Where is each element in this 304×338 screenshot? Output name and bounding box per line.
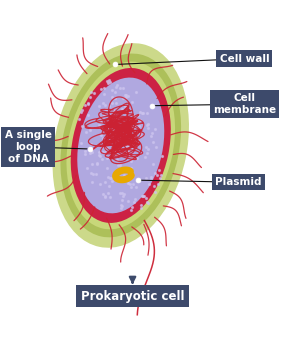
Ellipse shape bbox=[71, 68, 171, 223]
Text: Prokaryotic cell: Prokaryotic cell bbox=[81, 290, 184, 303]
Text: Cell wall: Cell wall bbox=[219, 54, 269, 64]
Ellipse shape bbox=[53, 43, 189, 248]
Text: A single
loop
of DNA: A single loop of DNA bbox=[5, 130, 51, 164]
Text: Cell
membrane: Cell membrane bbox=[213, 93, 276, 115]
Text: Plasmid: Plasmid bbox=[215, 177, 262, 187]
Ellipse shape bbox=[77, 77, 164, 213]
Ellipse shape bbox=[67, 62, 175, 229]
Ellipse shape bbox=[60, 53, 181, 237]
